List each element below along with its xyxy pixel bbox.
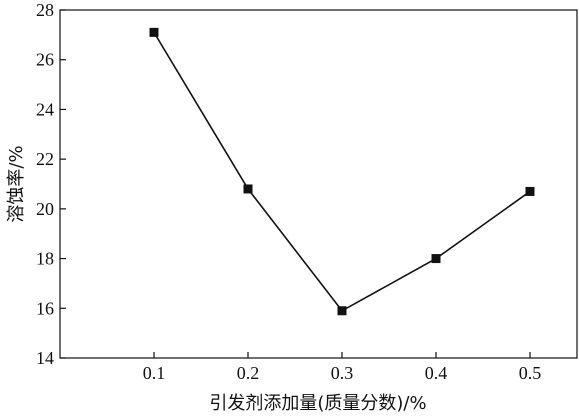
data-point	[525, 186, 535, 196]
x-tick-label: 0.3	[331, 363, 354, 383]
y-axis-title: 溶蚀率/%	[6, 145, 27, 222]
y-tick-label: 16	[36, 298, 54, 318]
x-tick-label: 0.5	[519, 363, 542, 383]
y-tick-label: 14	[36, 348, 54, 368]
y-tick-label: 24	[36, 99, 54, 119]
data-point	[337, 306, 347, 316]
series-line	[153, 31, 531, 312]
y-tick-label: 22	[36, 149, 54, 169]
y-tick-label: 26	[36, 50, 54, 70]
y-tick-label: 20	[36, 199, 54, 219]
y-tick-label: 18	[36, 249, 54, 269]
x-axis-title: 引发剂添加量(质量分数)/%	[209, 393, 426, 414]
data-point	[149, 27, 159, 37]
y-tick-label: 28	[36, 0, 54, 20]
series-layer	[149, 27, 535, 316]
plot-frame	[59, 9, 578, 359]
x-tick-label: 0.2	[237, 363, 260, 383]
x-axis: 0.1 0.2 0.3 0.4 0.5	[143, 352, 542, 383]
x-tick-label: 0.4	[425, 363, 448, 383]
data-point	[243, 184, 253, 194]
x-tick-label: 0.1	[143, 363, 166, 383]
y-axis: 14 16 18 20 22 24 26 28	[36, 0, 66, 368]
data-point	[431, 254, 441, 264]
